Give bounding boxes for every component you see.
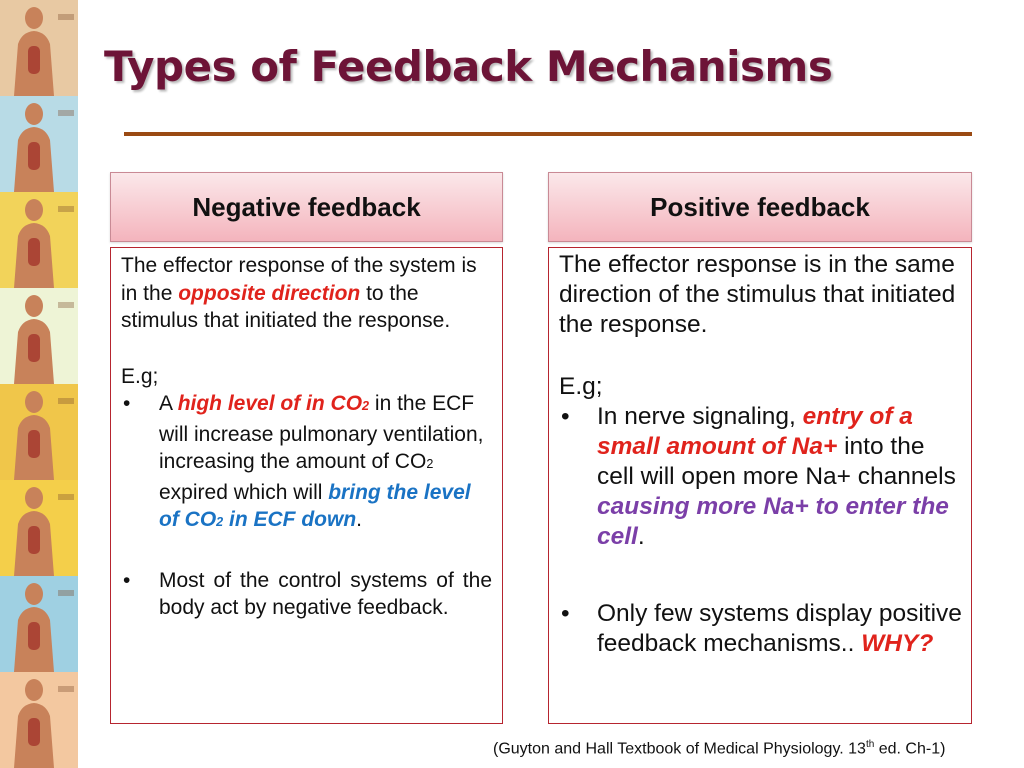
figure-head bbox=[25, 487, 43, 509]
endocrine-system-panel bbox=[0, 576, 78, 672]
sidebar-body-systems bbox=[0, 0, 78, 768]
nervous-system-figure-icon bbox=[14, 487, 74, 576]
negative-b1-blue: bring the level of CO2 in ECF down bbox=[159, 480, 471, 532]
system-label-mark bbox=[58, 110, 74, 116]
system-label-mark bbox=[58, 398, 74, 404]
negative-bullet-1: • A high level of in CO2 in the ECF will… bbox=[121, 390, 492, 537]
system-label-mark bbox=[58, 686, 74, 692]
positive-definition: The effector response is in the same dir… bbox=[559, 251, 956, 338]
nervous-system-panel bbox=[0, 480, 78, 576]
positive-feedback-content: The effector response is in the same dir… bbox=[548, 247, 972, 724]
bullet-marker: • bbox=[123, 392, 131, 415]
reproductive-system-panel bbox=[0, 672, 78, 768]
bullet-marker: • bbox=[561, 600, 570, 627]
figure-head bbox=[25, 295, 43, 317]
negative-feedback-content: The effector response of the system is i… bbox=[110, 247, 503, 724]
negative-def-emphasis: opposite direction bbox=[178, 281, 361, 305]
digestive-system-figure-icon bbox=[14, 7, 74, 96]
reproductive-system-figure-icon bbox=[14, 679, 74, 768]
circulatory-system-figure-icon bbox=[14, 199, 74, 288]
figure-organ bbox=[28, 334, 40, 362]
figure-organ bbox=[28, 142, 40, 170]
negative-def-text: The effector response of the system is i… bbox=[121, 254, 477, 305]
positive-b1-text: In nerve signaling, bbox=[597, 403, 803, 430]
figure-organ bbox=[28, 430, 40, 458]
negative-b1-sub: 2 bbox=[426, 457, 434, 471]
slide-title: Types of Feedback Mechanisms bbox=[104, 42, 833, 91]
positive-bullet-2: • Only few systems display positive feed… bbox=[559, 599, 963, 659]
figure-organ bbox=[28, 46, 40, 74]
positive-b1-text-2: into the cell will open more Na+ channel… bbox=[597, 433, 956, 490]
positive-eg-label: E.g; bbox=[559, 373, 603, 400]
figure-head bbox=[25, 7, 43, 29]
respiratory-system-figure-icon bbox=[14, 103, 74, 192]
bullet-marker: • bbox=[561, 403, 570, 430]
bullet-marker: • bbox=[123, 568, 131, 592]
endocrine-system-figure-icon bbox=[14, 583, 74, 672]
negative-b1-text-3: expired which will bbox=[159, 480, 329, 504]
muscular-system-panel bbox=[0, 384, 78, 480]
positive-b1-end: . bbox=[637, 523, 645, 550]
figure-organ bbox=[28, 238, 40, 266]
skeletal-system-panel bbox=[0, 288, 78, 384]
figure-organ bbox=[28, 526, 40, 554]
figure-organ bbox=[28, 718, 40, 746]
figure-head bbox=[25, 103, 43, 125]
negative-b1-end: . bbox=[356, 508, 362, 531]
citation: (Guyton and Hall Textbook of Medical Phy… bbox=[493, 739, 946, 758]
title-underline bbox=[124, 132, 972, 136]
negative-bullet-2: • Most of the control systems of the bod… bbox=[121, 567, 492, 622]
positive-b1-purple: causing more Na+ to enter the cell bbox=[597, 493, 949, 550]
negative-feedback-header: Negative feedback bbox=[110, 172, 503, 242]
respiratory-system-panel bbox=[0, 96, 78, 192]
figure-head bbox=[25, 391, 43, 413]
positive-b2-why: WHY? bbox=[861, 630, 934, 657]
system-label-mark bbox=[58, 590, 74, 596]
figure-head bbox=[25, 679, 43, 701]
negative-b2-text: Most of the control systems of the body … bbox=[159, 568, 492, 620]
positive-feedback-header: Positive feedback bbox=[548, 172, 972, 242]
system-label-mark bbox=[58, 302, 74, 308]
figure-organ bbox=[28, 622, 40, 650]
muscular-system-figure-icon bbox=[14, 391, 74, 480]
circulatory-system-panel bbox=[0, 192, 78, 288]
negative-b1-text: A bbox=[159, 392, 178, 415]
positive-bullet-1: • In nerve signaling, entry of a small a… bbox=[559, 402, 963, 552]
figure-head bbox=[25, 583, 43, 605]
positive-b2-text: Only few systems display positive feedba… bbox=[597, 600, 962, 657]
system-label-mark bbox=[58, 494, 74, 500]
system-label-mark bbox=[58, 14, 74, 20]
negative-eg-label: E.g; bbox=[121, 364, 159, 388]
negative-def-text-end: to the stimulus that initiated the respo… bbox=[121, 281, 451, 333]
negative-b1-red: high level of in CO2 bbox=[177, 392, 370, 415]
digestive-system-panel bbox=[0, 0, 78, 96]
negative-definition: The effector response of the system is i… bbox=[121, 252, 492, 335]
positive-b1-red: entry of a small amount of Na+ bbox=[597, 403, 913, 460]
skeletal-system-figure-icon bbox=[14, 295, 74, 384]
figure-head bbox=[25, 199, 43, 221]
system-label-mark bbox=[58, 206, 74, 212]
negative-b1-text-2: in the ECF will increase pulmonary venti… bbox=[159, 392, 484, 473]
